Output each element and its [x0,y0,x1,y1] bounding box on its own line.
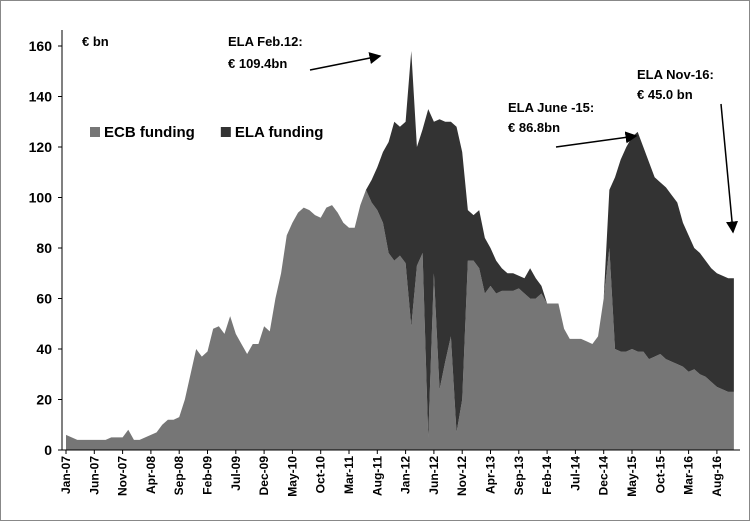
x-tick-label: Sep-13 [512,456,526,496]
legend-swatch [90,127,100,137]
x-tick-label: Jun-07 [87,456,101,495]
annotation: € 45.0 bn [637,87,693,102]
x-tick-label: Feb-14 [540,456,554,495]
y-tick-label: 160 [29,38,53,54]
area [66,189,734,451]
y-tick-label: 120 [29,139,53,155]
x-tick-label: May-15 [625,456,639,497]
annotation: ELA June -15: [508,100,594,115]
y-tick-label: 20 [36,392,52,408]
x-tick-label: Nov-12 [455,456,469,496]
y-tick-label: 40 [36,341,52,357]
x-tick-label: Oct-10 [314,456,328,494]
x-tick-label: Aug-16 [710,456,724,497]
y-tick-label: 0 [44,442,52,458]
x-tick-label: Feb-09 [201,456,215,495]
y-tick-label: 80 [36,240,52,256]
legend-label: ELA funding [235,124,324,141]
x-tick-label: Jun-12 [427,456,441,495]
unit-label: € bn [82,34,109,49]
arrow [555,131,638,148]
annotation: ELA Nov-16: [637,67,714,82]
arrow [720,103,738,234]
x-tick-label: Aug-11 [370,456,384,496]
x-tick-label: Mar-16 [682,456,696,495]
annotation: ELA Feb.12: [228,34,303,49]
area [66,51,734,440]
legend-label: ECB funding [104,124,195,141]
x-tick-label: Apr-08 [144,456,158,494]
arrow [309,52,382,71]
y-tick-label: 100 [29,190,53,206]
x-tick-label: Dec-09 [257,456,271,496]
x-tick-label: Mar-11 [342,456,356,494]
x-tick-label: Jan-12 [399,456,413,494]
x-tick-label: Jul-09 [229,456,243,491]
x-tick-label: Dec-14 [597,456,611,496]
legend-swatch [220,127,231,137]
x-tick-label: Sep-08 [172,456,186,496]
annotation: € 86.8bn [508,120,560,135]
x-tick-label: Jul-14 [568,456,582,491]
x-tick-label: Jan-07 [59,456,73,494]
x-tick-label: Nov-07 [116,456,130,496]
y-tick-label: 60 [36,291,52,307]
x-tick-label: Oct-15 [653,456,667,494]
x-tick-label: Apr-13 [484,456,498,494]
x-tick-label: May-10 [285,456,299,497]
annotation: € 109.4bn [228,56,287,71]
y-tick-label: 140 [29,89,53,105]
